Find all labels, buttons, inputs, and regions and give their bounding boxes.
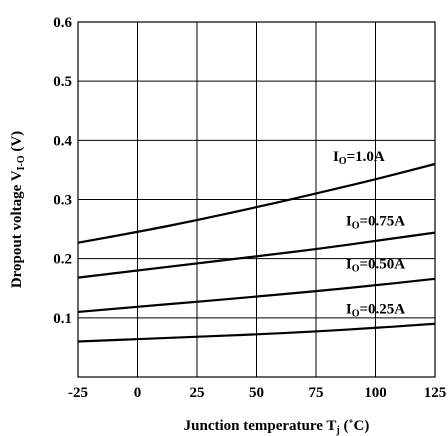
y-tick-label-4: 0.5 [53, 74, 72, 90]
x-tick-label-2: 25 [190, 385, 205, 401]
x-tick-labels: -25 0 25 50 75 100 125 [68, 385, 446, 401]
x-axis-title-sub: j [335, 425, 339, 436]
curves [77, 162, 436, 343]
x-axis-title-main: Junction temperature T [184, 418, 337, 434]
x-tick-label-3: 50 [249, 385, 264, 401]
y-tick-label-3: 0.4 [53, 133, 72, 149]
y-tick-label-0: 0.1 [53, 311, 72, 327]
y-axis-title-unit: (V) [9, 131, 25, 156]
series-label-2: IO=0.50A [346, 257, 405, 275]
x-tick-label-0: -25 [68, 385, 88, 401]
y-axis-title: Dropout voltage VI-O (V) [9, 131, 27, 288]
x-tick-label-1: 0 [134, 385, 142, 401]
x-axis-title: Junction temperature Tj (˚C) [184, 418, 370, 436]
y-tick-labels: 0.1 0.2 0.3 0.4 0.5 0.6 [53, 15, 72, 327]
y-tick-label-2: 0.3 [53, 193, 72, 209]
series-label-suffix: =1.0A [347, 149, 385, 165]
y-axis-title-main: Dropout voltage V [9, 170, 25, 288]
series-label-suffix: =0.50A [359, 257, 405, 273]
x-axis-title-unit: (˚C) [340, 418, 370, 434]
plot-frame [77, 21, 436, 378]
series-line-1 [77, 231, 436, 279]
series-label-name: I [346, 257, 352, 273]
x-tick-label-4: 75 [309, 385, 324, 401]
series-label-name: I [346, 302, 352, 318]
series-label-suffix: =0.25A [359, 302, 405, 318]
grid [77, 21, 436, 377]
series-label-0: IO=1.0A [333, 149, 385, 167]
x-tick-label-5: 100 [364, 385, 387, 401]
y-axis-title-sub: I-O [16, 155, 27, 170]
series-line-3 [77, 322, 436, 343]
series-label-1: IO=0.75A [346, 214, 405, 232]
x-tick-label-6: 125 [424, 385, 447, 401]
series-label-sub: O [352, 264, 360, 275]
series-label-sub: O [352, 309, 360, 320]
series-line-0 [77, 162, 436, 244]
series-label-3: IO=0.25A [346, 302, 405, 320]
y-tick-label-5: 0.6 [53, 15, 72, 31]
y-tick-label-1: 0.2 [53, 252, 72, 268]
series-label-sub: O [339, 156, 347, 167]
series-line-2 [77, 277, 436, 314]
series-label-name: I [333, 149, 339, 165]
series-label-sub: O [352, 221, 360, 232]
series-label-name: I [346, 214, 352, 230]
series-label-suffix: =0.75A [359, 214, 405, 230]
